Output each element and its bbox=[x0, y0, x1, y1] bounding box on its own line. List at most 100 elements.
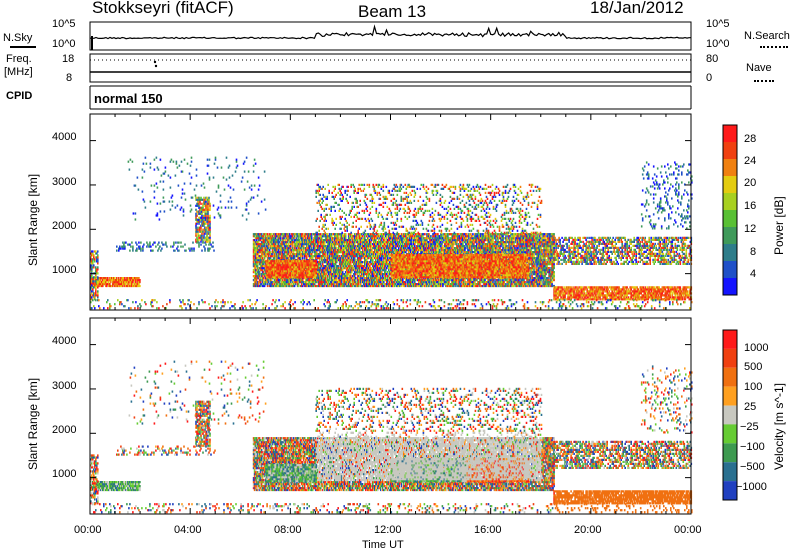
range-cell bbox=[212, 242, 214, 244]
range-cell bbox=[175, 242, 177, 244]
range-cell bbox=[291, 283, 293, 285]
range-cell bbox=[161, 248, 163, 250]
range-cell bbox=[294, 241, 296, 243]
range-cell bbox=[289, 233, 291, 235]
range-cell bbox=[260, 281, 262, 283]
range-cell bbox=[265, 241, 267, 243]
nsky-trace bbox=[90, 27, 691, 50]
range-cell bbox=[95, 288, 97, 290]
range-cell bbox=[124, 248, 126, 250]
range-cell bbox=[201, 235, 203, 237]
range-cell bbox=[140, 242, 142, 244]
range-cell bbox=[262, 269, 264, 271]
range-cell bbox=[259, 275, 261, 277]
range-cell bbox=[282, 245, 284, 247]
range-cell bbox=[303, 237, 305, 239]
range-cell bbox=[302, 285, 304, 287]
nsky-line bbox=[90, 27, 691, 39]
range-cell bbox=[197, 233, 199, 235]
range-cell bbox=[208, 197, 210, 199]
range-cell bbox=[209, 215, 211, 217]
range-cell bbox=[266, 255, 268, 257]
range-cell bbox=[209, 235, 211, 237]
range-cell bbox=[316, 251, 318, 253]
range-cell bbox=[283, 239, 285, 241]
range-cell bbox=[311, 237, 313, 239]
range-cell bbox=[277, 283, 279, 285]
range-cell bbox=[125, 242, 127, 244]
range-cell bbox=[158, 242, 160, 244]
range-cell bbox=[322, 283, 324, 285]
range-cell bbox=[202, 219, 204, 221]
range-cell bbox=[166, 246, 168, 248]
range-cell bbox=[209, 223, 211, 225]
range-cell bbox=[204, 211, 206, 213]
range-cell bbox=[280, 235, 282, 237]
range-cell bbox=[254, 245, 256, 247]
range-cell bbox=[272, 253, 274, 255]
range-cell bbox=[95, 290, 97, 292]
range-cell bbox=[284, 253, 286, 255]
range-cell bbox=[257, 265, 259, 267]
range-cell bbox=[312, 257, 314, 259]
range-cell bbox=[203, 246, 205, 248]
freq-trace bbox=[90, 60, 691, 72]
range-cell bbox=[120, 248, 122, 250]
range-cell bbox=[288, 253, 290, 255]
range-cell bbox=[196, 223, 198, 225]
range-cell bbox=[294, 237, 296, 239]
range-cell bbox=[94, 284, 96, 286]
range-cell bbox=[97, 292, 99, 294]
range-cell bbox=[207, 241, 209, 243]
range-cell bbox=[306, 281, 308, 283]
range-cell bbox=[205, 201, 207, 203]
range-cell bbox=[263, 277, 265, 279]
range-cell bbox=[139, 246, 141, 248]
range-cell bbox=[280, 239, 282, 241]
range-cell bbox=[314, 245, 316, 247]
range-cell bbox=[201, 239, 203, 241]
range-cell bbox=[205, 223, 207, 225]
range-cell bbox=[154, 242, 156, 244]
range-cell bbox=[198, 239, 200, 241]
range-cell bbox=[262, 255, 264, 257]
range-cell bbox=[321, 237, 323, 239]
range-cell bbox=[290, 253, 292, 255]
range-cell bbox=[203, 239, 205, 241]
range-cell bbox=[119, 246, 121, 248]
range-cell bbox=[295, 283, 297, 285]
range-cell bbox=[309, 281, 311, 283]
range-cell bbox=[100, 279, 102, 281]
range-cell bbox=[122, 242, 124, 244]
range-cell bbox=[270, 251, 272, 253]
range-cell bbox=[209, 217, 211, 219]
range-cell bbox=[155, 246, 157, 248]
range-cell bbox=[138, 242, 140, 244]
range-cell bbox=[202, 231, 204, 233]
range-cell bbox=[204, 250, 206, 252]
range-cell bbox=[204, 233, 206, 235]
range-cell bbox=[209, 227, 211, 229]
range-cell bbox=[150, 246, 152, 248]
range-cell bbox=[185, 250, 187, 252]
range-cell bbox=[97, 294, 99, 296]
range-cell bbox=[256, 239, 258, 241]
range-cell bbox=[93, 264, 95, 266]
range-cell bbox=[209, 209, 211, 211]
range-cell bbox=[152, 244, 154, 246]
freq-dot bbox=[154, 61, 156, 63]
range-cell bbox=[271, 279, 273, 281]
range-cell bbox=[182, 246, 184, 248]
range-cell bbox=[188, 248, 190, 250]
range-cell bbox=[268, 245, 270, 247]
range-cell bbox=[180, 246, 182, 248]
range-cell bbox=[256, 279, 258, 281]
range-cell bbox=[209, 219, 211, 221]
range-cell bbox=[209, 221, 211, 223]
power-cells bbox=[90, 157, 693, 310]
range-cell bbox=[97, 256, 99, 258]
range-cell bbox=[96, 270, 98, 272]
range-cell bbox=[265, 283, 267, 285]
range-cell bbox=[139, 285, 141, 287]
range-cell bbox=[258, 269, 260, 271]
